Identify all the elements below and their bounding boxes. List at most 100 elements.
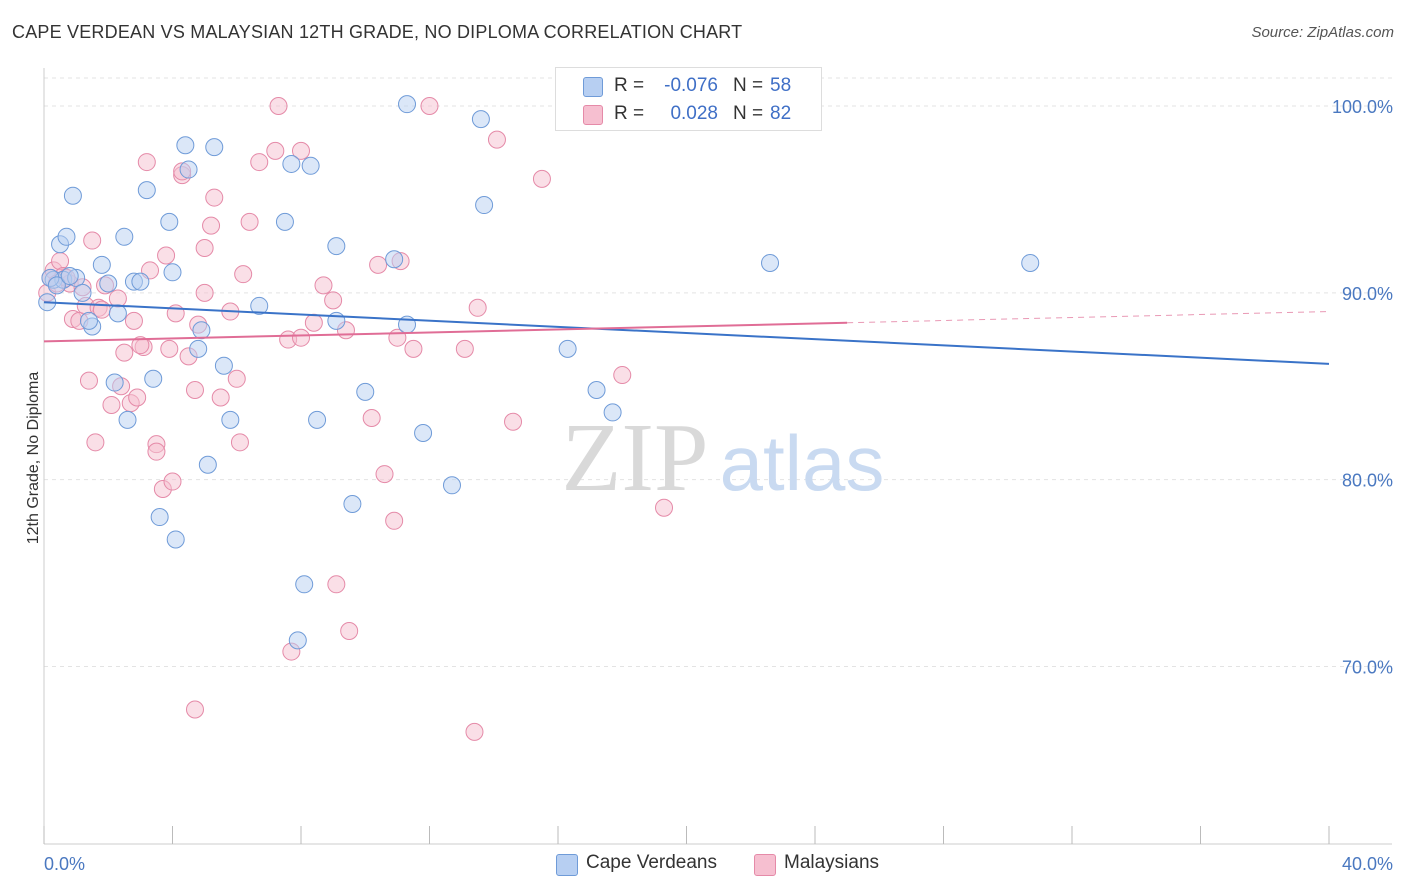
cape-verdeans-point: [60, 267, 79, 286]
trend-line-malaysians-extension: [847, 311, 1330, 324]
malaysians-point: [314, 276, 333, 295]
n-value: 82: [770, 103, 792, 124]
cape-verdeans-point: [79, 311, 98, 330]
cape-verdeans-point: [92, 255, 111, 274]
malaysians-point: [532, 169, 551, 188]
cape-verdeans-point: [1021, 253, 1040, 272]
malaysians-point: [266, 141, 285, 160]
legend-row-malaysians: R = 0.028 N = 82: [556, 101, 821, 129]
malaysians-point: [250, 153, 269, 172]
legend-label: Malaysians: [784, 852, 880, 873]
malaysians-point: [157, 246, 176, 265]
malaysians-point: [83, 231, 102, 250]
cape-verdeans-point: [475, 196, 494, 215]
malaysians-point: [202, 216, 221, 235]
malaysians-point: [211, 388, 230, 407]
malaysians-point: [147, 442, 166, 461]
cape-verdeans-point: [587, 381, 606, 400]
malaysians-point: [131, 336, 150, 355]
r-value: -0.076: [664, 75, 718, 96]
legend-swatch-blue: [583, 77, 603, 97]
y-tick-label: 100.0%: [1332, 97, 1393, 117]
malaysians-point: [185, 700, 204, 719]
trend-line-malaysians: [43, 321, 848, 343]
malaysians-point: [420, 97, 439, 116]
cape-verdeans-point: [327, 311, 346, 330]
malaysians-point: [269, 97, 288, 116]
cape-verdeans-point: [603, 403, 622, 422]
trend-lines: [43, 301, 1330, 365]
malaysians-point: [304, 313, 323, 332]
legend-swatch-blue: [556, 854, 578, 876]
malaysians-point: [613, 366, 632, 385]
r-label: R =: [614, 103, 645, 124]
cape-verdeans-point: [295, 575, 314, 594]
axes: [43, 68, 1392, 845]
n-label: N =: [733, 75, 764, 96]
cape-verdeans-point: [63, 186, 82, 205]
tick-labels: 70.0% 80.0% 90.0% 100.0% 0.0% 40.0%: [44, 97, 1393, 874]
cape-verdeans-point: [99, 274, 118, 293]
cape-verdeans-point: [282, 154, 301, 173]
malaysians-point: [292, 328, 310, 347]
malaysians-point: [375, 465, 394, 484]
cape-verdeans-point: [471, 110, 490, 129]
malaysians-point: [195, 283, 214, 302]
cape-verdeans-point: [214, 356, 233, 375]
malaysians-point: [124, 311, 143, 330]
malaysians-point: [128, 388, 147, 407]
malaysians-point: [234, 265, 253, 284]
malaysians-point: [163, 472, 182, 491]
r-value: 0.028: [670, 103, 718, 124]
cape-verdeans-point: [414, 423, 433, 442]
cape-verdeans-point: [205, 138, 224, 157]
cape-verdeans-point: [327, 237, 346, 256]
malaysians-point: [137, 153, 156, 172]
malaysians-point: [487, 130, 506, 149]
malaysians-point: [205, 188, 224, 207]
malaysians-point: [160, 339, 179, 358]
legend-swatch-pink: [583, 105, 603, 125]
malaysians-point: [240, 212, 259, 231]
malaysians-point: [102, 395, 121, 414]
cape-verdeans-point: [108, 304, 127, 323]
legend-row-cape-verdeans: R = -0.076 N = 58: [556, 73, 821, 101]
y-tick-label: 90.0%: [1342, 284, 1393, 304]
malaysians-point: [230, 433, 249, 452]
cape-verdeans-point: [118, 410, 137, 429]
malaysians-point: [655, 498, 674, 517]
legend-label: Cape Verdeans: [586, 852, 717, 873]
cape-verdeans-point: [131, 272, 150, 291]
cape-verdeans-point: [398, 95, 417, 114]
y-axis-title: 12th Grade, No Diploma: [25, 372, 42, 545]
series-cape-verdeans: [38, 95, 1040, 650]
malaysians-point: [51, 252, 70, 271]
cape-verdeans-point: [150, 508, 169, 527]
cape-verdeans-point: [275, 212, 294, 231]
chart-title: CAPE VERDEAN VS MALAYSIAN 12TH GRADE, NO…: [12, 22, 743, 42]
malaysians-point: [327, 575, 346, 594]
malaysians-point: [369, 255, 388, 274]
cape-verdeans-point: [301, 156, 320, 175]
legend-swatch-pink: [754, 854, 776, 876]
watermark: ZIP atlas: [562, 404, 885, 512]
cape-verdeans-point: [163, 263, 182, 282]
malaysians-point: [86, 433, 105, 452]
malaysians-point: [227, 369, 246, 388]
malaysians-point: [79, 371, 98, 390]
x-tick-label: 0.0%: [44, 854, 85, 874]
cape-verdeans-point: [343, 494, 362, 513]
malaysians-point: [340, 622, 359, 641]
malaysians-point: [404, 339, 423, 358]
cape-verdeans-point: [105, 373, 124, 392]
y-tick-label: 70.0%: [1342, 658, 1393, 678]
cape-verdeans-point: [192, 321, 211, 340]
cape-verdeans-point: [308, 410, 327, 429]
trend-line-cape-verdeans: [43, 301, 1330, 365]
cape-verdeans-point: [356, 382, 375, 401]
cape-verdeans-point: [198, 455, 217, 474]
malaysians-point: [324, 291, 343, 310]
cape-verdeans-point: [47, 276, 66, 295]
watermark-zip: ZIP: [562, 404, 709, 512]
